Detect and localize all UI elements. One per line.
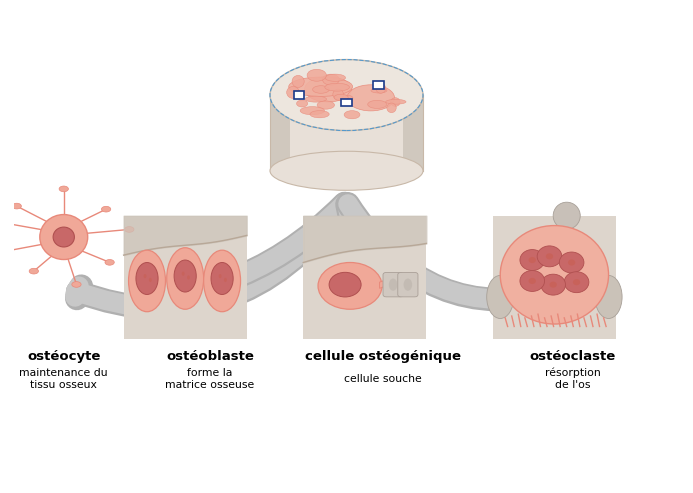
- Ellipse shape: [325, 83, 349, 91]
- Ellipse shape: [342, 95, 353, 101]
- Ellipse shape: [289, 77, 353, 97]
- Ellipse shape: [149, 278, 152, 282]
- Ellipse shape: [541, 274, 565, 295]
- Ellipse shape: [553, 202, 580, 229]
- Ellipse shape: [325, 74, 346, 81]
- Ellipse shape: [29, 268, 39, 274]
- FancyBboxPatch shape: [123, 216, 247, 339]
- FancyArrowPatch shape: [222, 204, 344, 287]
- Ellipse shape: [270, 151, 423, 190]
- Polygon shape: [270, 95, 290, 171]
- Ellipse shape: [317, 101, 335, 109]
- FancyBboxPatch shape: [493, 216, 616, 339]
- Ellipse shape: [204, 250, 240, 312]
- FancyArrowPatch shape: [77, 204, 345, 309]
- Ellipse shape: [391, 98, 400, 106]
- Ellipse shape: [568, 259, 575, 266]
- Text: forme la
matrice osseuse: forme la matrice osseuse: [166, 368, 255, 390]
- Bar: [341, 99, 352, 106]
- Text: ostéocyte: ostéocyte: [27, 350, 100, 363]
- Bar: [294, 91, 304, 99]
- Polygon shape: [380, 279, 397, 288]
- FancyArrowPatch shape: [347, 204, 379, 278]
- FancyArrowPatch shape: [348, 204, 561, 299]
- Ellipse shape: [322, 74, 340, 85]
- Ellipse shape: [310, 110, 329, 118]
- Ellipse shape: [403, 279, 412, 291]
- Ellipse shape: [313, 86, 329, 93]
- Ellipse shape: [305, 96, 326, 102]
- Ellipse shape: [211, 262, 233, 294]
- Text: cellule souche: cellule souche: [344, 374, 422, 384]
- Ellipse shape: [564, 272, 589, 293]
- Ellipse shape: [287, 86, 299, 99]
- Ellipse shape: [329, 272, 361, 297]
- Text: maintenance du
tissu osseux: maintenance du tissu osseux: [19, 368, 108, 390]
- Ellipse shape: [218, 274, 222, 278]
- Polygon shape: [403, 95, 423, 171]
- Ellipse shape: [136, 262, 158, 294]
- Ellipse shape: [167, 247, 204, 309]
- Text: cellule ostéogénique: cellule ostéogénique: [305, 350, 461, 363]
- Ellipse shape: [59, 186, 69, 192]
- Ellipse shape: [344, 110, 360, 119]
- Ellipse shape: [270, 60, 423, 131]
- Ellipse shape: [371, 88, 387, 93]
- Text: ostéoclaste: ostéoclaste: [529, 350, 616, 363]
- Bar: [374, 81, 384, 89]
- Polygon shape: [290, 95, 403, 171]
- Ellipse shape: [297, 100, 308, 107]
- FancyArrowPatch shape: [348, 204, 559, 300]
- Ellipse shape: [182, 272, 184, 276]
- FancyBboxPatch shape: [304, 216, 426, 339]
- Ellipse shape: [486, 276, 514, 318]
- Ellipse shape: [389, 279, 397, 291]
- Ellipse shape: [546, 253, 553, 259]
- Ellipse shape: [12, 203, 21, 209]
- Ellipse shape: [537, 246, 562, 267]
- Ellipse shape: [292, 75, 304, 87]
- Ellipse shape: [187, 275, 190, 280]
- Ellipse shape: [174, 260, 196, 292]
- Ellipse shape: [386, 100, 406, 104]
- Ellipse shape: [529, 257, 536, 263]
- Ellipse shape: [573, 279, 580, 285]
- Ellipse shape: [307, 70, 326, 81]
- Ellipse shape: [40, 214, 88, 259]
- Ellipse shape: [368, 101, 387, 108]
- Ellipse shape: [305, 76, 351, 102]
- Ellipse shape: [520, 249, 545, 271]
- FancyArrowPatch shape: [223, 204, 344, 287]
- Text: ostéoblaste: ostéoblaste: [166, 350, 254, 363]
- Ellipse shape: [500, 226, 608, 324]
- Ellipse shape: [53, 227, 74, 247]
- Ellipse shape: [334, 94, 348, 101]
- Ellipse shape: [387, 103, 396, 112]
- Ellipse shape: [143, 274, 146, 278]
- Ellipse shape: [318, 262, 382, 309]
- Ellipse shape: [3, 221, 12, 226]
- Ellipse shape: [347, 85, 394, 111]
- FancyBboxPatch shape: [398, 273, 418, 297]
- FancyArrowPatch shape: [347, 204, 380, 279]
- Ellipse shape: [550, 282, 557, 288]
- Ellipse shape: [520, 271, 545, 291]
- Ellipse shape: [376, 83, 386, 93]
- Ellipse shape: [125, 227, 134, 232]
- Ellipse shape: [559, 252, 584, 273]
- Ellipse shape: [0, 249, 6, 255]
- Ellipse shape: [333, 89, 344, 100]
- Ellipse shape: [129, 250, 166, 312]
- Text: résorption
de l'os: résorption de l'os: [545, 368, 601, 390]
- Ellipse shape: [105, 259, 114, 265]
- Ellipse shape: [101, 207, 111, 212]
- FancyBboxPatch shape: [383, 273, 403, 297]
- Ellipse shape: [300, 106, 324, 115]
- Ellipse shape: [224, 278, 227, 282]
- Ellipse shape: [529, 278, 536, 284]
- FancyArrowPatch shape: [75, 204, 345, 308]
- Ellipse shape: [72, 282, 81, 287]
- Ellipse shape: [595, 276, 622, 318]
